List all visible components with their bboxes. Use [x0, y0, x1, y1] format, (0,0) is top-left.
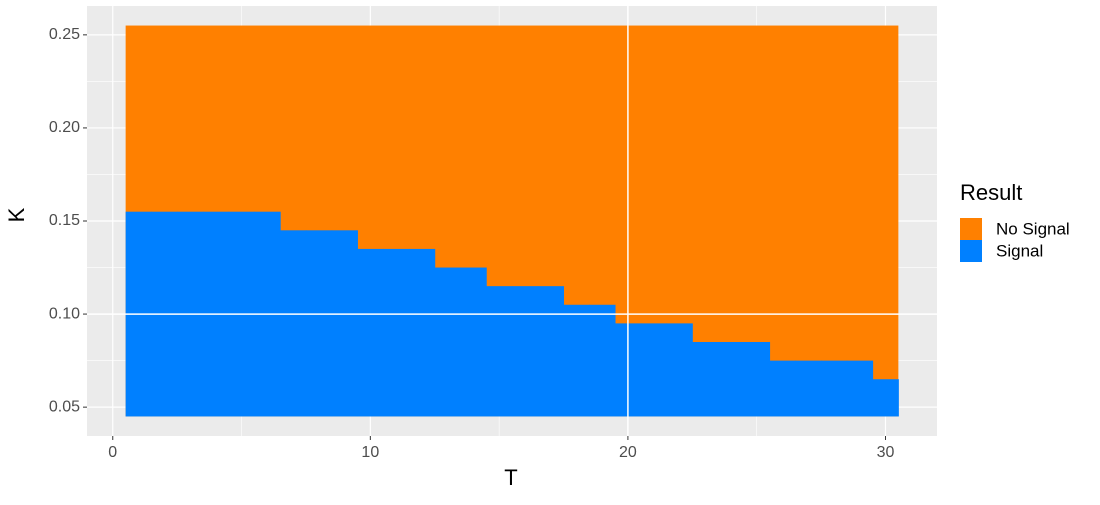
tile-column — [537, 286, 565, 417]
tile-column — [357, 248, 384, 417]
y-tick-label: 0.25 — [49, 26, 80, 43]
legend-title: Result — [960, 180, 1022, 205]
y-tick-label: 0.05 — [49, 398, 80, 415]
y-tick-label: 0.10 — [49, 305, 80, 322]
tile-column — [795, 360, 822, 417]
y-axis-title: K — [4, 207, 29, 222]
x-tick-label: 20 — [619, 444, 637, 461]
tile-column — [872, 379, 899, 417]
tile-column — [821, 360, 848, 417]
legend-label: Signal — [996, 241, 1043, 260]
tile-column — [512, 286, 539, 417]
tile-column — [460, 267, 487, 417]
tile-column — [769, 360, 796, 417]
tile-column — [743, 341, 771, 417]
y-tick-label: 0.15 — [49, 212, 80, 229]
legend-key — [960, 240, 982, 262]
tile-column — [846, 360, 874, 417]
tile-column — [486, 286, 513, 417]
tile-column — [408, 248, 436, 417]
tile-column — [640, 323, 668, 417]
y-tick-label: 0.20 — [49, 119, 80, 136]
legend-key — [960, 218, 982, 240]
x-tick-label: 0 — [108, 444, 117, 461]
tile-column — [563, 304, 590, 417]
tile-column — [280, 230, 307, 417]
tile-column — [305, 230, 333, 417]
legend-label: No Signal — [996, 219, 1070, 238]
tile-column — [692, 341, 719, 417]
x-tick-label: 10 — [361, 444, 379, 461]
tile-column — [434, 267, 461, 417]
x-tick-label: 30 — [877, 444, 895, 461]
tile-column — [589, 304, 616, 417]
tile-column — [331, 230, 358, 417]
tile-column — [383, 248, 410, 417]
x-axis-title: T — [504, 465, 517, 490]
tile-column — [666, 323, 693, 417]
tile-column — [718, 341, 745, 417]
